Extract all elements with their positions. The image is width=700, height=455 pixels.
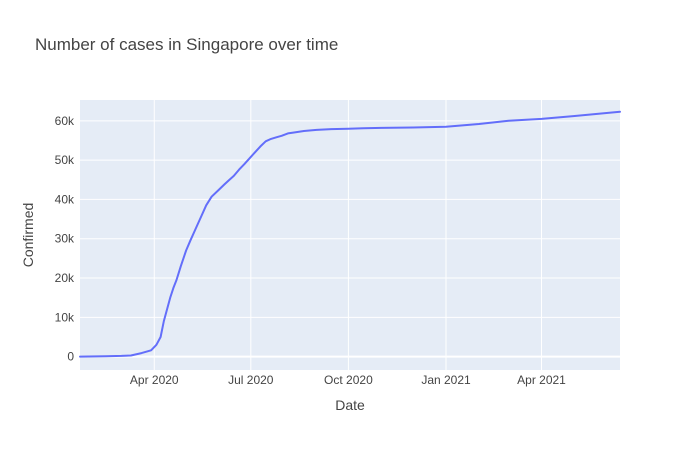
- y-tick-label: 10k: [55, 310, 75, 324]
- y-tick-label: 60k: [55, 114, 75, 128]
- y-tick-label: 20k: [55, 271, 75, 285]
- x-tick-label: Apr 2020: [130, 373, 179, 387]
- x-axis-ticks: Apr 2020 Jul 2020 Oct 2020 Jan 2021 Apr 2021: [130, 373, 566, 387]
- y-axis-ticks: 0 10k 20k 30k 40k 50k 60k: [55, 114, 75, 364]
- x-gridlines: [153, 100, 542, 370]
- x-axis-label: Date: [335, 397, 365, 413]
- plot-area: [80, 100, 620, 370]
- y-axis-label: Confirmed: [20, 203, 36, 268]
- x-tick-label: Jan 2021: [421, 373, 471, 387]
- series-line-confirmed: [79, 110, 621, 358]
- y-tick-label: 0: [67, 350, 74, 364]
- x-tick-label: Apr 2021: [517, 373, 566, 387]
- x-tick-label: Oct 2020: [324, 373, 373, 387]
- x-tick-label: Jul 2020: [228, 373, 274, 387]
- y-tick-label: 50k: [55, 153, 75, 167]
- y-tick-label: 40k: [55, 192, 75, 206]
- y-tick-label: 30k: [55, 232, 75, 246]
- y-gridlines: [80, 120, 620, 358]
- chart-title: Number of cases in Singapore over time: [35, 35, 338, 54]
- series-group: [79, 110, 621, 358]
